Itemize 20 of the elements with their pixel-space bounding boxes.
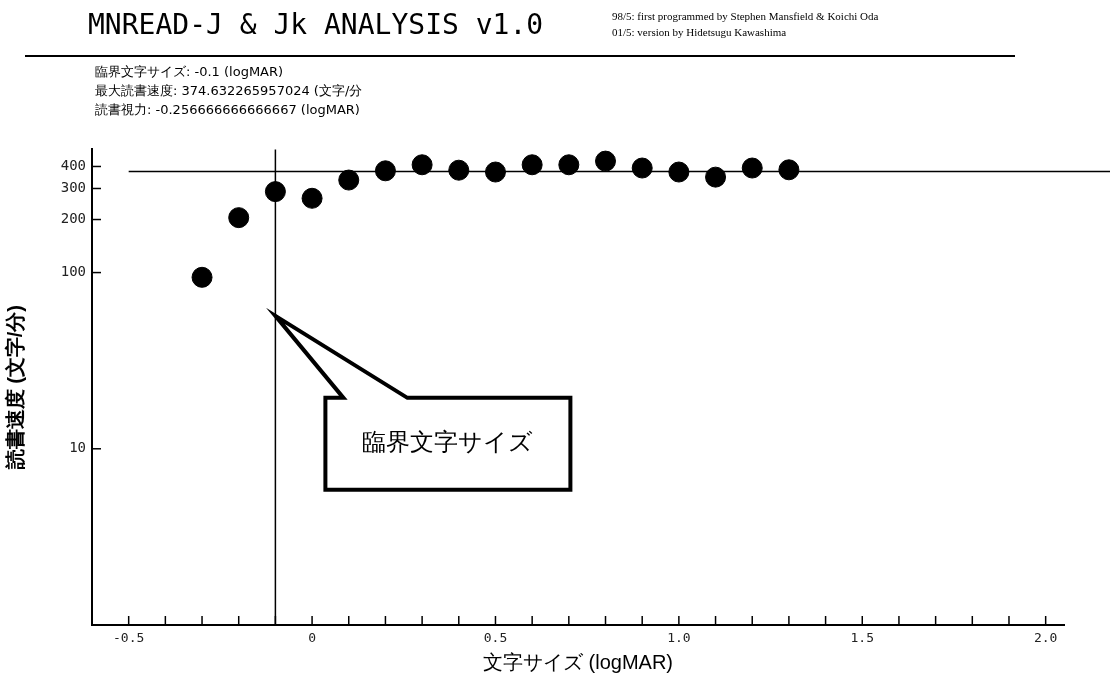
y-tick-label: 200 [60,210,86,227]
y-tick-label: 300 [60,179,86,196]
y-tick-label: 400 [60,157,86,174]
text: 98/5: first programmed by Stephen Mansfield & Koichi Oda [612,9,879,24]
text: 最大読書速度: 374.632265957024 (文字/分 [95,82,363,100]
chart-title: MNREAD-J & Jk ANALYSIS v1.0 [88,8,544,41]
x-tick-label: 1.0 [667,630,691,646]
text: 臨界文字サイズ: -0.1 (logMAR) [95,63,285,81]
y-tick-label: 100 [60,263,86,280]
x-axis-title: 文字サイズ (logMAR) [482,650,674,673]
text: 01/5: version by Hidetsugu Kawashima [612,25,788,40]
x-tick-label: 0 [308,630,316,646]
y-tick-label: 10 [69,439,86,456]
text: 読書視力: -0.256666666666667 (logMAR) [95,101,361,119]
annotation: 臨界文字サイズ [362,429,534,456]
x-tick-label: 1.5 [850,630,875,646]
x-tick-label: -0.5 [113,630,145,646]
x-tick-label: 0.5 [483,630,508,646]
x-tick-label: 2.0 [1033,630,1058,646]
y-axis-title: 読書速度 (文字/分) [3,304,26,471]
